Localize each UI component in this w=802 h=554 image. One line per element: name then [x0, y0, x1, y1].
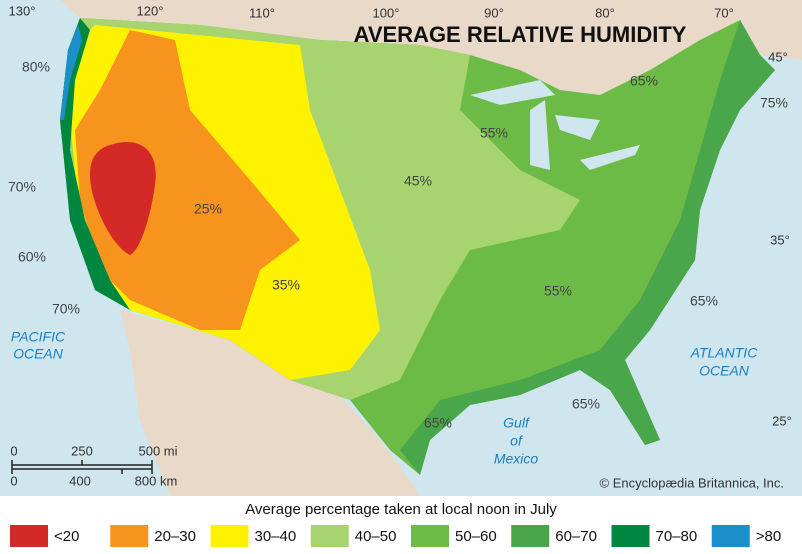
legend-label: 50–60: [455, 528, 497, 545]
legend-swatch: [310, 525, 349, 547]
water-label: OCEAN: [13, 346, 64, 362]
zone-70-80: [60, 18, 130, 310]
water-label: OCEAN: [699, 363, 750, 379]
longitude-label: 120°: [137, 3, 164, 18]
mexico: [120, 310, 420, 496]
legend-label: 20–30: [154, 528, 196, 545]
contour-label: 70%: [8, 179, 36, 195]
contour-label: 60%: [18, 249, 46, 265]
scale-label: 0: [10, 473, 17, 488]
contour-label: 65%: [424, 415, 452, 431]
scale-label: 500 mi: [138, 443, 177, 458]
legend-label: <20: [54, 528, 79, 545]
latitude-label: 45°: [768, 49, 788, 64]
latitude-label: 35°: [770, 232, 790, 247]
zone-60-70: [400, 20, 775, 475]
water-label: PACIFIC: [11, 329, 66, 345]
scale-bar: [11, 460, 153, 474]
zone-20-30: [75, 30, 300, 330]
water-label: Gulf: [503, 415, 531, 431]
legend-label: >80: [756, 528, 781, 545]
scale-label: 250: [71, 443, 93, 458]
credit: © Encyclopædia Britannica, Inc.: [600, 475, 784, 490]
longitude-label: 100°: [373, 5, 400, 20]
water-label: Mexico: [494, 451, 539, 467]
great-lakes: [470, 80, 640, 170]
contour-label: 65%: [690, 293, 718, 309]
contour-label: 70%: [52, 301, 80, 317]
legend-swatch: [10, 525, 48, 547]
contour-label: 65%: [572, 396, 600, 412]
legend-swatch: [411, 525, 449, 547]
water-label: ATLANTIC: [690, 345, 759, 361]
longitude-label: 80°: [595, 5, 615, 20]
legend-label: 70–80: [656, 528, 698, 545]
contour-label: 35%: [272, 277, 300, 293]
scale-label: 400: [69, 473, 91, 488]
contour-label: 45%: [404, 173, 432, 189]
canada: [60, 0, 802, 95]
legend-swatch: [110, 525, 149, 547]
legend-caption: Average percentage taken at local noon i…: [245, 501, 557, 518]
contour-label: 55%: [544, 283, 572, 299]
map-title: AVERAGE RELATIVE HUMIDITY: [354, 22, 687, 47]
legend-swatch: [210, 525, 249, 547]
legend-swatch: [711, 525, 750, 547]
latitude-label: 25°: [772, 413, 792, 428]
contour-label: 55%: [480, 125, 508, 141]
longitude-label: 110°: [249, 5, 275, 20]
scale-label: 800 km: [135, 473, 178, 488]
legend-swatch: [611, 525, 650, 547]
longitude-label: 70°: [714, 5, 734, 20]
legend-label: 30–40: [255, 528, 297, 545]
scale-label: 0: [10, 443, 17, 458]
contour-label: 65%: [630, 73, 658, 89]
legend: <20 20–30 30–40 40–50 50–60 60–70 70–80 >80: [10, 525, 781, 547]
longitude-label: 90°: [484, 5, 504, 20]
longitude-label: 130°: [9, 3, 36, 18]
legend-label: 60–70: [555, 528, 597, 545]
legend-label: 40–50: [355, 528, 397, 545]
contour-label: 75%: [760, 95, 788, 111]
legend-swatch: [511, 525, 550, 547]
contour-label: 80%: [22, 59, 50, 75]
zone-over-80: [60, 25, 82, 120]
contour-label: 25%: [194, 201, 222, 217]
water-label: of: [510, 433, 524, 449]
zone-under-20: [90, 141, 156, 255]
